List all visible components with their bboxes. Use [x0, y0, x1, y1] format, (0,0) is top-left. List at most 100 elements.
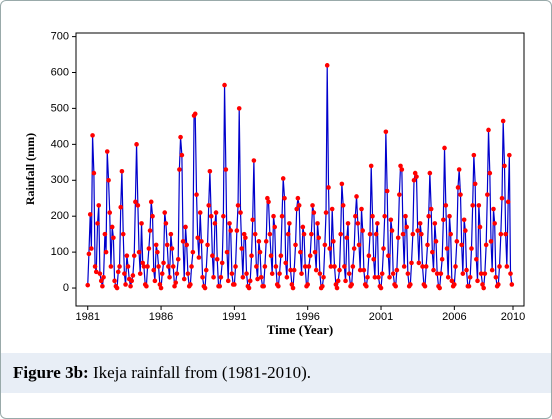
point — [481, 285, 486, 291]
point — [492, 221, 497, 226]
point — [146, 246, 152, 251]
point — [90, 133, 95, 138]
y-tick-label: 0 — [63, 282, 69, 294]
point — [289, 282, 295, 287]
point — [338, 231, 343, 237]
point — [503, 231, 508, 237]
point — [119, 168, 125, 174]
point — [389, 228, 395, 233]
point — [408, 282, 413, 287]
point — [112, 278, 117, 284]
point — [129, 278, 135, 284]
point — [382, 213, 387, 219]
point — [400, 231, 406, 237]
point — [167, 274, 172, 280]
point — [414, 174, 419, 179]
point — [254, 264, 259, 269]
x-tick-label: 2001 — [369, 311, 393, 323]
point — [120, 231, 126, 237]
point — [357, 267, 363, 273]
point — [156, 264, 161, 269]
point — [455, 185, 461, 190]
point — [335, 278, 341, 284]
point — [508, 271, 513, 276]
point — [327, 246, 332, 251]
point — [161, 260, 166, 266]
point — [339, 181, 345, 187]
point — [196, 255, 202, 260]
point — [222, 82, 227, 88]
point — [228, 228, 234, 233]
point — [373, 231, 379, 237]
point — [232, 282, 237, 287]
point — [147, 228, 153, 233]
point — [364, 283, 369, 289]
point — [505, 199, 511, 205]
point — [145, 264, 150, 269]
point — [278, 253, 284, 259]
point — [332, 264, 337, 269]
point — [359, 206, 364, 212]
point — [262, 264, 268, 269]
point — [298, 249, 303, 255]
point — [107, 210, 113, 215]
point — [350, 264, 356, 269]
point — [233, 264, 238, 269]
point — [443, 203, 449, 208]
point — [433, 239, 439, 244]
point — [159, 271, 165, 276]
point — [312, 249, 318, 255]
point — [141, 264, 147, 269]
point — [128, 283, 133, 289]
point — [284, 274, 290, 280]
point — [97, 271, 103, 276]
point — [290, 285, 296, 291]
point — [282, 195, 287, 201]
point — [442, 145, 447, 151]
point — [200, 274, 205, 280]
point — [166, 264, 171, 269]
point — [197, 210, 203, 215]
point — [445, 274, 451, 280]
point — [486, 127, 491, 133]
point — [310, 203, 315, 208]
point — [225, 278, 231, 284]
point — [202, 285, 208, 291]
y-tick-label: 300 — [51, 174, 69, 186]
point — [383, 129, 389, 135]
point — [454, 239, 460, 244]
point — [387, 274, 392, 280]
x-tick-label: 1991 — [222, 311, 246, 323]
point — [417, 221, 423, 226]
point — [96, 203, 102, 208]
point — [361, 267, 367, 273]
point — [150, 213, 155, 219]
point — [428, 206, 434, 212]
point — [271, 213, 276, 219]
point — [441, 217, 446, 223]
point — [419, 231, 424, 237]
point — [168, 231, 174, 237]
point — [115, 269, 121, 275]
point — [218, 274, 224, 280]
point — [240, 274, 246, 280]
caption: Figure 3b: Ikeja rainfall from (1981-201… — [1, 353, 551, 393]
point — [381, 246, 386, 251]
point — [212, 221, 218, 226]
point — [258, 274, 264, 280]
point — [257, 249, 263, 255]
point — [263, 239, 269, 244]
point — [155, 249, 160, 255]
point — [134, 142, 139, 147]
point — [329, 206, 335, 212]
point — [251, 158, 257, 163]
point — [175, 257, 181, 262]
point — [261, 283, 267, 289]
point — [302, 264, 308, 269]
point — [244, 271, 249, 276]
point — [416, 260, 422, 266]
point — [378, 285, 384, 291]
y-tick-label: 400 — [51, 138, 69, 150]
plot-frame — [75, 32, 525, 307]
point — [301, 231, 307, 237]
